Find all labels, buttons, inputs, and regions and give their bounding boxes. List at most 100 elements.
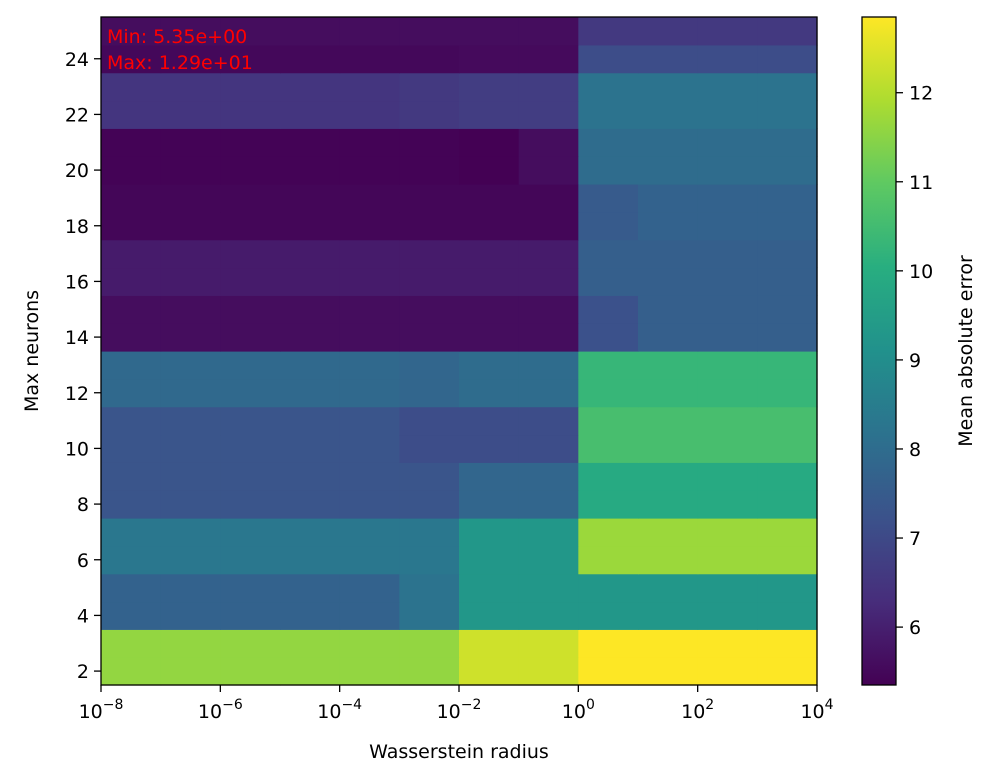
heatmap-cell <box>578 323 639 352</box>
y-tick-label: 24 <box>65 49 89 71</box>
heatmap-cell <box>220 406 281 436</box>
heatmap-cell <box>339 72 400 102</box>
heatmap-cell <box>578 545 639 575</box>
heatmap-cell <box>339 211 400 241</box>
heatmap-cell <box>459 239 520 269</box>
heatmap-cell <box>459 462 520 491</box>
heatmap-cell <box>280 601 341 630</box>
heatmap-cell <box>339 100 400 129</box>
heatmap-cell <box>339 545 400 575</box>
heatmap-cell <box>697 72 758 102</box>
heatmap-cell <box>459 128 520 157</box>
heatmap-cell <box>459 406 520 436</box>
heatmap-cell <box>101 629 162 658</box>
x-axis-ticks: 10−8 10−6 10−4 10−2 100 102 104 <box>79 685 834 723</box>
heatmap-cell <box>160 184 221 213</box>
heatmap-cell <box>160 351 221 380</box>
heatmap-cell <box>280 490 341 519</box>
heatmap-cell <box>518 100 579 129</box>
heatmap-cell <box>220 156 281 185</box>
heatmap-cell <box>518 239 579 269</box>
heatmap-cell <box>757 573 818 603</box>
heatmap-cell <box>339 434 400 463</box>
heatmap-cell <box>578 72 639 102</box>
heatmap-cells <box>101 17 818 686</box>
heatmap-cell <box>757 44 818 74</box>
heatmap-cell <box>280 295 341 324</box>
x-tick-label: 10−8 <box>79 697 124 723</box>
heatmap-cell <box>280 573 341 603</box>
y-tick-label: 6 <box>77 550 89 572</box>
heatmap-cell <box>160 17 221 46</box>
heatmap-cell <box>757 267 818 296</box>
heatmap-cell <box>697 462 758 491</box>
heatmap-cell <box>518 323 579 352</box>
heatmap-cell <box>399 518 460 547</box>
heatmap-cell <box>697 267 758 296</box>
heatmap-cell <box>160 629 221 658</box>
heatmap-cell <box>518 657 579 686</box>
heatmap-cell <box>638 378 699 408</box>
heatmap-cell <box>578 211 639 241</box>
colorbar-label: Mean absolute error <box>955 255 977 447</box>
heatmap-cell <box>280 44 341 74</box>
heatmap-cell <box>459 17 520 46</box>
heatmap-cell <box>638 406 699 436</box>
heatmap-cell <box>220 128 281 157</box>
heatmap-cell <box>101 490 162 519</box>
heatmap-cell <box>399 351 460 380</box>
heatmap-cell <box>160 100 221 129</box>
heatmap-cell <box>339 378 400 408</box>
heatmap-cell <box>280 72 341 102</box>
heatmap-cell <box>459 657 520 686</box>
heatmap-cell <box>697 406 758 436</box>
heatmap-cell <box>638 323 699 352</box>
heatmap-cell <box>160 406 221 436</box>
heatmap-cell <box>578 629 639 658</box>
heatmap-cell <box>518 156 579 185</box>
heatmap-cell <box>280 128 341 157</box>
heatmap-cell <box>160 490 221 519</box>
heatmap-cell <box>101 657 162 686</box>
x-tick-label: 102 <box>681 697 714 723</box>
heatmap-cell <box>399 323 460 352</box>
heatmap-cell <box>399 156 460 185</box>
heatmap-cell <box>160 601 221 630</box>
heatmap-cell <box>399 239 460 269</box>
heatmap-cell <box>578 657 639 686</box>
heatmap-cell <box>697 100 758 129</box>
heatmap-cell <box>638 295 699 324</box>
heatmap-cell <box>220 378 281 408</box>
heatmap-cell <box>697 295 758 324</box>
colorbar-tick-label: 6 <box>909 617 921 639</box>
heatmap-cell <box>638 657 699 686</box>
heatmap-cell <box>160 323 221 352</box>
heatmap-cell <box>101 378 162 408</box>
heatmap-cell <box>220 629 281 658</box>
heatmap-cell <box>578 267 639 296</box>
heatmap-cell <box>160 462 221 491</box>
heatmap-cell <box>101 462 162 491</box>
heatmap-cell <box>339 44 400 74</box>
heatmap-cell <box>757 156 818 185</box>
heatmap-cell <box>220 211 281 241</box>
heatmap-cell <box>757 100 818 129</box>
heatmap-cell <box>339 573 400 603</box>
heatmap-cell <box>638 17 699 46</box>
heatmap-cell <box>220 323 281 352</box>
heatmap-cell <box>280 518 341 547</box>
heatmap-cell <box>220 184 281 213</box>
y-tick-label: 16 <box>65 271 89 293</box>
heatmap-cell <box>638 100 699 129</box>
heatmap-cell <box>399 629 460 658</box>
heatmap-cell <box>697 156 758 185</box>
heatmap-cell <box>518 44 579 74</box>
heatmap-cell <box>757 184 818 213</box>
heatmap-cell <box>339 239 400 269</box>
heatmap-cell <box>697 601 758 630</box>
heatmap-cell <box>399 573 460 603</box>
heatmap-cell <box>280 184 341 213</box>
heatmap-cell <box>638 434 699 463</box>
colorbar <box>861 16 897 686</box>
heatmap-cell <box>578 156 639 185</box>
